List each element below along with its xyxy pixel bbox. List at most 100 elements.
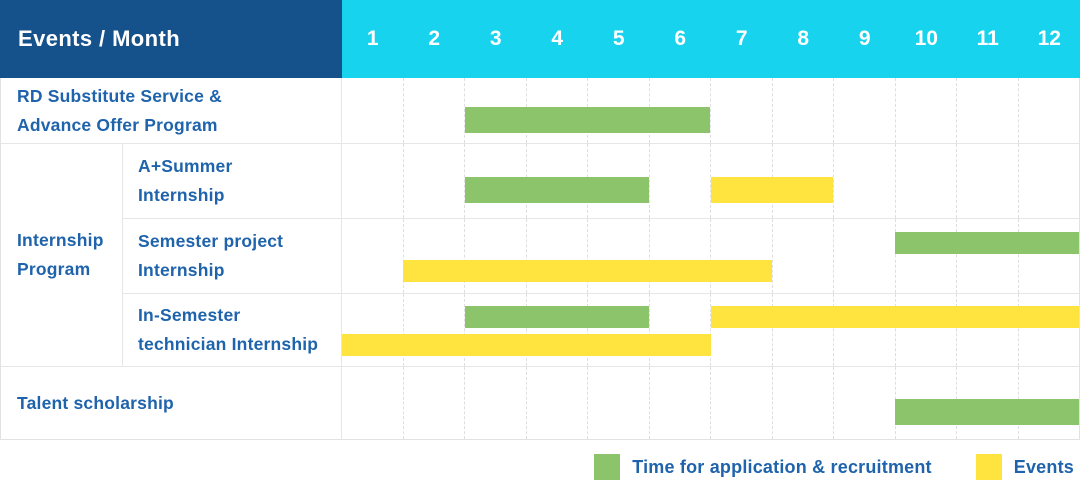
row-label: RD Substitute Service & Advance Offer Pro… xyxy=(1,78,342,144)
month-cell-11 xyxy=(956,294,1018,367)
month-cell-6 xyxy=(648,144,711,219)
month-cell-5 xyxy=(587,367,649,439)
gantt-bar-application xyxy=(464,306,650,329)
row-label: A+Summer Internship xyxy=(123,144,342,219)
row-label-line: Internship xyxy=(138,185,225,206)
month-cell-7 xyxy=(710,144,772,219)
month-header-9: 9 xyxy=(858,27,871,50)
month-cell-3 xyxy=(464,144,526,219)
row-label-line: Advance Offer Program xyxy=(17,114,218,135)
month-header-7: 7 xyxy=(735,27,748,50)
month-cell-9 xyxy=(833,294,895,367)
month-cell-11 xyxy=(956,144,1018,219)
gantt-bar-event xyxy=(342,334,711,357)
row-label: Semester project Internship xyxy=(123,219,342,294)
month-cell-10 xyxy=(894,294,957,367)
month-header-1: 1 xyxy=(366,27,379,50)
month-cell-10 xyxy=(894,219,957,294)
legend-label: Events xyxy=(1013,456,1074,477)
month-cell-11 xyxy=(956,219,1018,294)
month-header-11: 11 xyxy=(976,27,999,50)
gantt-bar-application xyxy=(894,399,1079,426)
month-cell-8 xyxy=(771,219,834,294)
month-header-8: 8 xyxy=(797,27,810,50)
month-cell-2 xyxy=(402,219,465,294)
month-cell-8 xyxy=(771,294,834,367)
gantt-bar-event xyxy=(710,306,1079,329)
month-cell-12 xyxy=(1017,294,1080,367)
month-cell-2 xyxy=(402,144,465,219)
gantt-row: Talent scholarship xyxy=(1,367,1079,439)
legend-swatch-event-icon xyxy=(975,454,1002,480)
month-cell-12 xyxy=(1017,78,1080,144)
month-cell-1 xyxy=(342,144,403,218)
month-cell-6 xyxy=(648,219,711,294)
month-cell-2 xyxy=(402,294,465,367)
header-title: Events / Month xyxy=(18,26,181,51)
month-cell-1 xyxy=(342,78,403,143)
legend-swatch-application-icon xyxy=(594,454,621,480)
month-cell-5 xyxy=(587,294,649,367)
month-cell-9 xyxy=(833,367,895,439)
month-cell-12 xyxy=(1017,219,1080,294)
month-cell-11 xyxy=(956,78,1018,144)
row-label-line: A+Summer xyxy=(138,156,233,177)
group-label-line: Program xyxy=(17,259,91,280)
month-cell-4 xyxy=(525,367,588,439)
month-header-12: 12 xyxy=(1037,27,1061,50)
month-cell-1 xyxy=(342,367,403,439)
header-events-month-cell: Events / Month xyxy=(0,0,342,78)
legend-item-event: Events xyxy=(975,454,1074,480)
month-cell-12 xyxy=(1017,144,1080,219)
month-cell-7 xyxy=(710,219,772,294)
gantt-bar-event xyxy=(710,177,834,204)
month-cell-9 xyxy=(833,144,895,219)
gantt-group-row: Internship Program A+Summer Internship Semes… xyxy=(1,144,1080,368)
gantt-row: RD Substitute Service & Advance Offer Pro… xyxy=(1,78,1080,145)
group-subrows: A+Summer Internship Semester project Intern… xyxy=(123,144,1080,367)
gantt-row-timeline xyxy=(342,367,1079,439)
month-cell-8 xyxy=(771,78,834,144)
month-header-2: 2 xyxy=(428,27,441,50)
month-cell-2 xyxy=(402,367,465,439)
month-cell-1 xyxy=(342,219,403,293)
month-cell-9 xyxy=(833,219,895,294)
gantt-bar-application xyxy=(464,177,650,204)
month-header-5: 5 xyxy=(612,27,625,50)
month-header-4: 4 xyxy=(551,27,564,50)
gantt-bar-application xyxy=(894,232,1079,255)
legend-label: Time for application & recruitment xyxy=(632,456,932,477)
row-label-line: In-Semester xyxy=(138,305,241,326)
group-label-internship-program: Internship Program xyxy=(1,144,123,367)
row-label-line: Internship xyxy=(138,260,225,281)
month-cell-6 xyxy=(648,367,711,439)
month-cell-10 xyxy=(894,144,957,219)
row-label-line: technician Internship xyxy=(138,334,319,355)
gantt-table-body: RD Substitute Service & Advance Offer Pro… xyxy=(0,78,1080,440)
row-label-line: Talent scholarship xyxy=(17,392,174,413)
gantt-row-timeline xyxy=(342,219,1080,294)
month-cell-7 xyxy=(710,78,772,144)
row-label: Talent scholarship xyxy=(1,367,342,439)
gantt-row: Semester project Internship xyxy=(123,219,1080,295)
month-cell-5 xyxy=(587,219,649,294)
month-header-10: 10 xyxy=(914,27,938,50)
month-header-3: 3 xyxy=(489,27,502,50)
month-cell-3 xyxy=(464,219,526,294)
gantt-row-timeline xyxy=(342,144,1080,219)
month-cell-3 xyxy=(464,294,526,367)
group-label-line: Internship xyxy=(17,230,104,251)
month-cell-7 xyxy=(710,294,772,367)
month-cell-4 xyxy=(525,219,588,294)
month-cell-9 xyxy=(833,78,895,144)
month-cell-6 xyxy=(648,294,711,367)
month-cell-8 xyxy=(771,367,834,439)
table-header-row: Events / Month 1 2 3 4 5 6 7 8 9 10 11 12 xyxy=(0,0,1080,78)
legend: Time for application & recruitment Events xyxy=(0,440,1080,494)
month-cell-7 xyxy=(710,367,772,439)
month-cell-2 xyxy=(402,78,465,144)
month-cell-4 xyxy=(525,294,588,367)
month-cell-10 xyxy=(894,78,957,144)
gantt-bar-application xyxy=(464,107,711,133)
row-label-line: RD Substitute Service & xyxy=(17,85,222,106)
